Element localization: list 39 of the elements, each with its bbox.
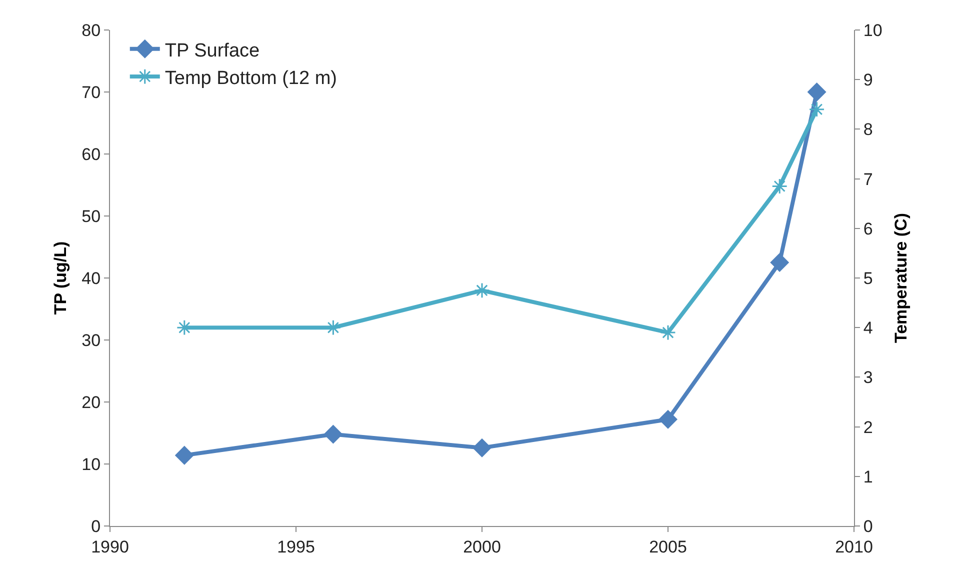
y2-tick-label: 2 — [863, 418, 873, 437]
x-tick-label: 2005 — [649, 537, 687, 556]
y-tick-label: 10 — [82, 454, 101, 474]
point — [772, 178, 788, 194]
y-tick-label: 80 — [82, 20, 101, 40]
y-axis-title: TP (ug/L) — [51, 241, 70, 315]
y2-tick-label: 0 — [863, 516, 873, 536]
point — [658, 410, 678, 429]
point — [472, 438, 492, 458]
y2-axis-title: Temperature (C) — [892, 212, 910, 344]
y2-tick-label: 4 — [863, 318, 873, 338]
y-tick-label: 50 — [82, 206, 101, 226]
point — [808, 101, 825, 118]
y-tick-label: 60 — [82, 144, 101, 164]
legend-label: TP Surface — [164, 40, 260, 62]
y-tick-label: 70 — [82, 82, 101, 102]
y2-tick-label: 3 — [863, 368, 873, 388]
y-tick-label: 40 — [82, 268, 101, 288]
x-tick-label: 2000 — [463, 537, 501, 556]
legend-label: Temp Bottom (12 m) — [164, 68, 337, 89]
y2-tick-label: 8 — [863, 120, 873, 140]
x-tick-label: 2010 — [835, 537, 873, 556]
y2-tick-label: 10 — [863, 20, 882, 40]
y-tick-label: 20 — [82, 392, 101, 412]
y-tick-label: 0 — [91, 516, 101, 536]
point — [324, 425, 342, 444]
y2-tick-label: 6 — [863, 219, 873, 238]
y-tick-label: 30 — [82, 330, 101, 350]
point — [474, 282, 490, 298]
point — [175, 446, 194, 465]
point — [770, 253, 789, 272]
y2-tick-label: 7 — [863, 170, 873, 189]
y2-tick-label: 5 — [863, 268, 873, 288]
point — [660, 324, 676, 341]
x-tick-label: 1990 — [91, 537, 129, 556]
y2-tick-label: 9 — [863, 70, 873, 90]
x-tick-label: 1995 — [277, 537, 315, 556]
y2-tick-label: 1 — [863, 467, 873, 486]
point — [808, 82, 826, 102]
